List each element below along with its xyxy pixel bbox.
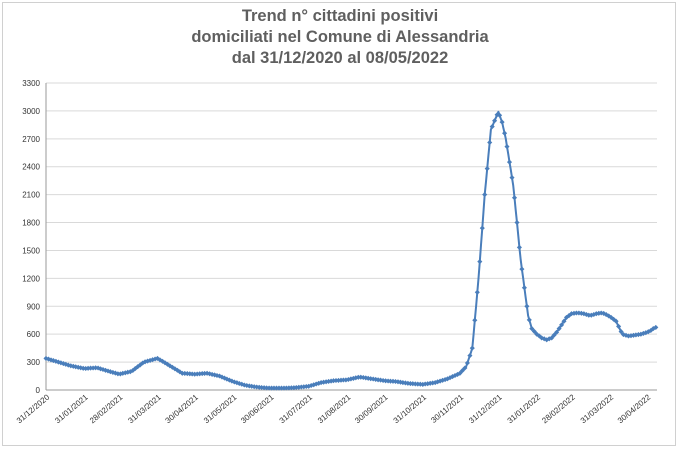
series-line: [43, 110, 659, 391]
x-tick-label: 30/06/2021: [239, 392, 276, 425]
x-tick-label: 28/02/2022: [540, 392, 577, 425]
x-tick-label: 30/09/2021: [353, 392, 390, 425]
x-tick-label: 31/03/2022: [579, 392, 616, 425]
y-tick-label: 1500: [22, 246, 40, 255]
chart-title-line-2: domiciliati nel Comune di Alessandria: [191, 28, 489, 46]
data-point-marker: [549, 335, 555, 341]
data-point-marker: [479, 225, 485, 231]
x-tick-label: 30/11/2021: [429, 392, 465, 425]
y-tick-label: 300: [27, 358, 41, 367]
data-point-marker: [506, 159, 513, 165]
data-point-marker: [514, 219, 520, 226]
data-point-marker: [499, 119, 505, 125]
x-tick-label: 31/07/2021: [278, 392, 315, 425]
y-tick-label: 3300: [22, 79, 40, 88]
y-axis-ticks: 0 300 600 900 1200 1500 1800 2100 2400 2700 3000 33…: [22, 79, 40, 395]
x-tick-label: 31/03/2021: [126, 392, 163, 425]
data-point-marker: [531, 328, 537, 334]
series-line-path: [45, 110, 658, 390]
data-point-marker: [477, 259, 483, 265]
data-point-marker: [521, 285, 527, 291]
x-tick-label: 31/08/2021: [316, 392, 353, 425]
data-point-marker: [526, 317, 532, 323]
x-tick-label: 28/02/2021: [88, 392, 125, 425]
data-point-marker: [489, 124, 495, 130]
data-point-marker: [469, 345, 475, 351]
y-tick-label: 600: [27, 330, 41, 339]
y-tick-label: 2100: [22, 191, 40, 200]
data-point-marker: [492, 118, 498, 124]
data-point-marker: [511, 195, 518, 201]
y-tick-label: 2400: [22, 163, 40, 172]
x-tick-label: 31/01/2021: [53, 392, 90, 425]
x-tick-label: 30/04/2021: [164, 392, 201, 425]
data-point-marker: [509, 175, 515, 181]
data-point-marker: [462, 365, 468, 371]
grid-lines: [45, 82, 657, 391]
data-point-marker: [457, 370, 463, 376]
x-tick-label: 31/01/2022: [506, 392, 543, 425]
data-point-marker: [524, 303, 530, 309]
x-tick-label: 30/04/2022: [616, 392, 653, 425]
y-tick-label: 900: [27, 302, 41, 311]
data-point-marker: [464, 360, 470, 366]
data-point-marker: [516, 244, 522, 250]
data-point-marker: [559, 322, 565, 328]
y-tick-label: 0: [36, 386, 41, 395]
chart-title-line-3: dal 31/12/2020 al 08/05/2022: [231, 49, 449, 67]
y-tick-label: 1800: [22, 219, 40, 228]
x-tick-label: 31/05/2021: [202, 392, 239, 425]
data-point-marker: [653, 324, 659, 330]
y-tick-label: 1200: [22, 274, 40, 283]
data-point-marker: [504, 144, 510, 150]
x-tick-label: 31/12/2020: [15, 392, 52, 425]
data-point-marker: [519, 266, 525, 272]
y-tick-label: 2700: [22, 135, 40, 144]
x-tick-label: 31/12/2021: [467, 392, 504, 425]
data-point-marker: [487, 139, 493, 146]
chart-title: Trend n° cittadini positivi domiciliati …: [0, 6, 680, 69]
data-point-marker: [616, 323, 622, 329]
data-point-marker: [472, 317, 478, 323]
y-tick-label: 3000: [22, 107, 40, 116]
chart-title-line-1: Trend n° cittadini positivi: [241, 7, 439, 25]
data-point-marker: [502, 130, 508, 136]
data-point-marker: [474, 289, 480, 295]
data-point-marker: [467, 353, 473, 359]
data-point-marker: [554, 329, 560, 335]
data-point-marker: [482, 192, 488, 198]
x-tick-label: 31/10/2021: [392, 392, 429, 425]
data-point-marker: [459, 368, 465, 374]
